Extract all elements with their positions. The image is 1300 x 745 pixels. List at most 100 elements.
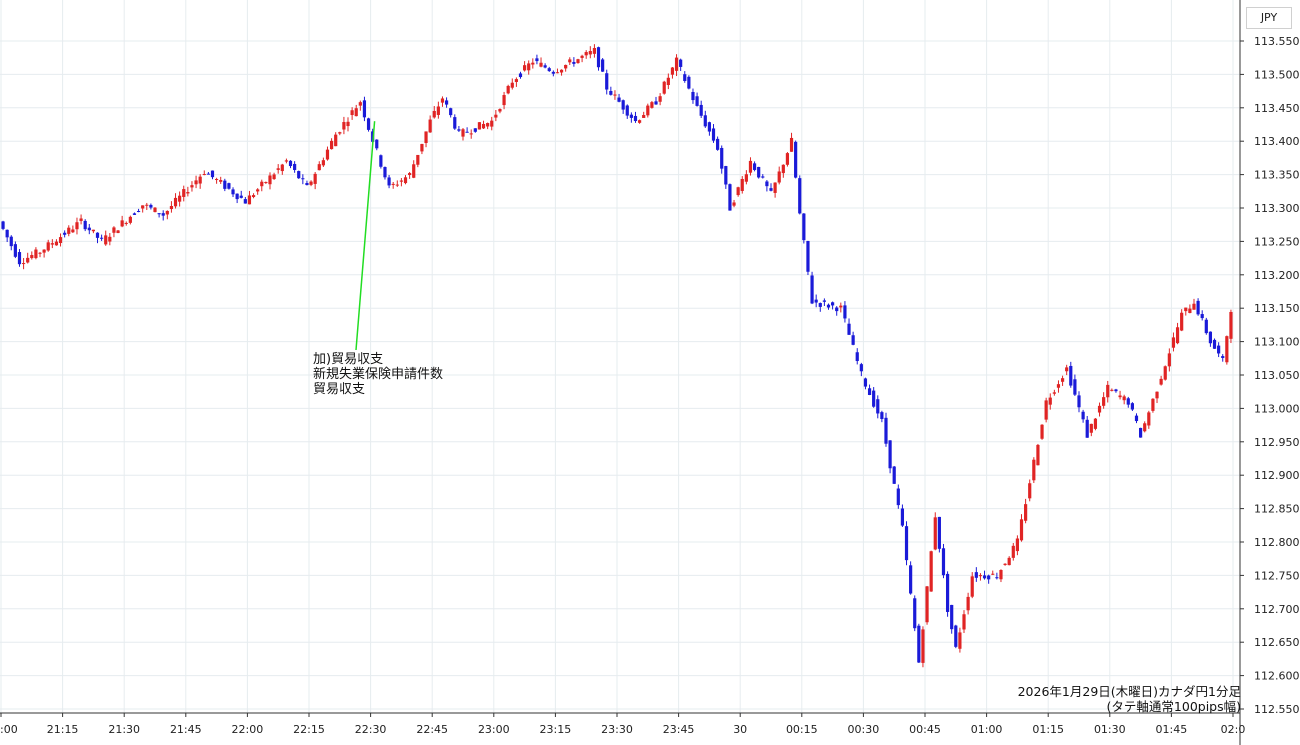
candle-body (843, 305, 847, 319)
y-tick-label: 113.300 (1254, 202, 1300, 215)
candle-body (157, 213, 161, 215)
candle-body (305, 183, 309, 186)
candle-body (1110, 389, 1114, 391)
candle-body (822, 300, 826, 302)
candle-body (1089, 423, 1093, 433)
candle-body (814, 299, 818, 303)
y-tick-label: 113.150 (1254, 302, 1300, 315)
candle-body (473, 128, 477, 132)
x-tick-labels: :00 21:15 21:30 21:45 22:00 22:15 22:30 22:45 23… (0, 713, 1245, 736)
candle-body (1040, 424, 1044, 439)
candle-body (966, 596, 970, 611)
candle-body (703, 115, 707, 127)
candle-body (469, 133, 473, 135)
axes (0, 0, 1241, 745)
candle-body (444, 100, 449, 105)
x-tick-label: 22:15 (293, 723, 325, 736)
candle-body (260, 181, 264, 187)
candle-body (584, 52, 588, 56)
candle-body (765, 181, 769, 187)
candle-body (601, 59, 605, 72)
candle-body (231, 189, 235, 195)
candle-body (321, 160, 325, 166)
candle-body (551, 71, 555, 74)
candle-body (621, 100, 625, 110)
candle-body (58, 237, 63, 244)
candle-body (769, 188, 773, 191)
candle-body (457, 129, 461, 131)
y-tick-label: 113.500 (1254, 68, 1300, 81)
candle-body (268, 175, 272, 185)
candle-body (325, 149, 330, 160)
candle-body (215, 179, 219, 181)
x-tick-label: 22:45 (416, 723, 448, 736)
candle-body (1056, 384, 1061, 388)
candle-body (974, 572, 978, 578)
candle-body (687, 76, 691, 89)
y-tick-label: 112.800 (1254, 536, 1300, 549)
candle-body (527, 63, 531, 71)
candle-body (794, 141, 798, 178)
candle-body (124, 222, 128, 224)
candle-body (1077, 395, 1081, 408)
x-tick-label: 01:15 (1032, 723, 1064, 736)
candle-body (588, 51, 592, 55)
x-tick-label: 22:00 (232, 723, 264, 736)
candle-body (227, 183, 231, 189)
candle-body (518, 73, 523, 78)
candle-body (650, 102, 654, 108)
candle-body (362, 100, 367, 118)
candle-body (1184, 307, 1188, 312)
candle-body (835, 307, 839, 312)
candle-body (568, 59, 572, 63)
candle-body (63, 232, 67, 235)
candle-body (929, 551, 933, 592)
candle-body (613, 94, 617, 96)
x-tick-label: 02:0 (1221, 723, 1246, 736)
candle-body (309, 181, 313, 185)
candle-body (38, 252, 42, 254)
candle-body (781, 164, 785, 174)
candle-body (416, 154, 420, 165)
candle-body (1126, 398, 1130, 405)
y-tick-label: 113.400 (1254, 135, 1300, 148)
candle-body (198, 176, 202, 184)
candle-body (1217, 345, 1221, 354)
y-tick-label: 113.250 (1254, 235, 1300, 248)
candle-body (716, 138, 720, 150)
candle-body (564, 64, 568, 69)
candle-body (609, 90, 613, 95)
candle-body (1007, 557, 1011, 566)
candle-body (317, 164, 321, 171)
candle-body (909, 565, 913, 594)
candle-body (136, 211, 141, 213)
candle-body (1225, 336, 1229, 363)
candle-body (1212, 339, 1217, 349)
candle-body (1200, 314, 1204, 319)
candle-body (752, 163, 757, 170)
y-tick-label: 113.550 (1254, 35, 1300, 48)
candle-body (219, 180, 223, 182)
candle-body (1081, 411, 1085, 420)
candle-body (128, 216, 132, 223)
candle-body (5, 229, 9, 238)
candle-body (999, 570, 1003, 580)
candle-body (202, 174, 206, 176)
candle-body (436, 106, 440, 115)
candle-body (535, 58, 539, 62)
candle-body (432, 110, 436, 118)
candle-body (785, 153, 790, 165)
candle-body (736, 187, 740, 196)
candle-body (744, 174, 748, 182)
x-tick-label: 21:15 (47, 723, 79, 736)
candle-body (954, 625, 958, 647)
candle-body (937, 516, 941, 549)
candle-body (941, 548, 946, 576)
candle-body (490, 120, 494, 127)
candle-body (1011, 545, 1015, 558)
candle-body (67, 227, 71, 234)
candle-body (576, 59, 580, 64)
candle-body (1192, 303, 1196, 310)
candle-body (958, 632, 962, 649)
candle-body (104, 235, 108, 245)
